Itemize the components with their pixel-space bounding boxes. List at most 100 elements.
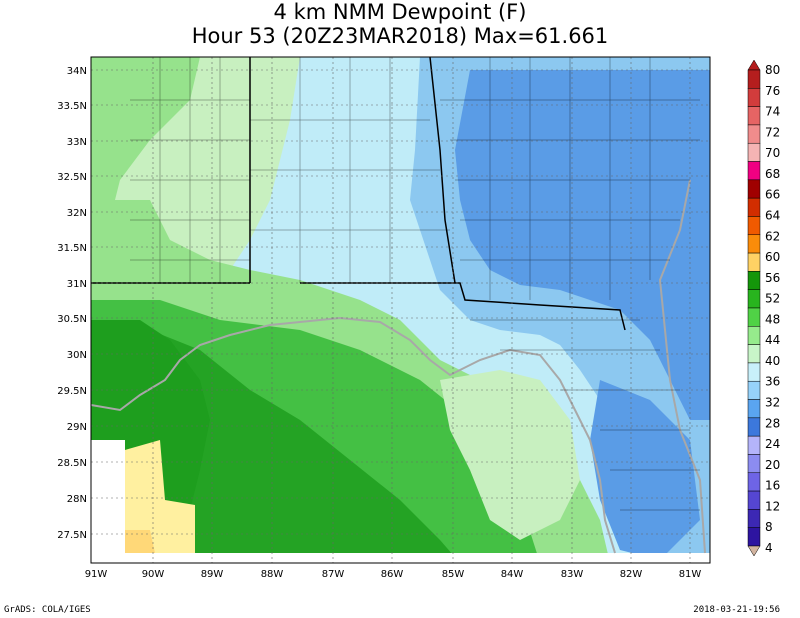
colorbar-bottom-arrow (747, 545, 761, 557)
colorbar-label: 68 (765, 167, 780, 181)
colorbar-label: 70 (765, 146, 780, 160)
colorbar-swatch (747, 509, 761, 528)
colorbar-swatch (747, 142, 761, 162)
lat-label: 31N (67, 279, 87, 290)
colorbar-swatch (747, 417, 761, 437)
colorbar-label: 60 (765, 250, 780, 264)
chart-title-line1: 4 km NMM Dewpoint (F) (273, 0, 527, 24)
colorbar-labels: 8076747270686664626056524844403632282420… (765, 63, 780, 555)
chart-title-line2: Hour 53 (20Z23MAR2018) Max=61.661 (191, 24, 609, 48)
colorbar-label: 66 (765, 188, 780, 202)
colorbar-label: 62 (765, 229, 780, 243)
colorbar-label: 64 (765, 208, 780, 222)
lon-label: 89W (201, 569, 224, 580)
colorbar-top-arrow (747, 59, 761, 71)
lat-label: 33N (67, 137, 87, 148)
colorbar-label: 24 (765, 437, 780, 451)
colorbar-swatch (747, 326, 761, 345)
lon-label: 88W (261, 569, 284, 580)
lat-label: 29N (67, 422, 87, 433)
lat-label: 33.5N (57, 101, 87, 112)
lat-label: 32.5N (57, 172, 87, 183)
lat-label: 29.5N (57, 386, 87, 397)
colorbar-label: 20 (765, 458, 780, 472)
no-data-west (91, 440, 125, 563)
colorbar-label: 48 (765, 312, 780, 326)
colorbar-label: 28 (765, 416, 780, 430)
colorbar-label: 56 (765, 271, 780, 285)
colorbar-swatch (747, 161, 761, 181)
lon-label: 91W (85, 569, 108, 580)
colorbar-swatch (747, 344, 761, 364)
lon-label: 82W (620, 569, 643, 580)
colorbar-swatch (747, 399, 761, 419)
colorbar-label: 32 (765, 396, 780, 410)
border-al-ga (429, 57, 456, 284)
lon-label: 87W (322, 569, 345, 580)
lon-label: 86W (381, 569, 404, 580)
colorbar-swatch (747, 179, 761, 199)
lat-label: 28.5N (57, 458, 87, 469)
colorbar-swatch (747, 454, 761, 474)
colorbar-label: 36 (765, 375, 780, 389)
footer-credit: GrADS: COLA/IGES (4, 605, 91, 615)
colorbar-swatch (747, 216, 761, 236)
colorbar-swatch (747, 435, 761, 455)
colorbar-swatch (747, 88, 761, 107)
lon-axis-labels: 91W 90W 89W 88W 87W 86W 85W 84W 83W 82W 81W (85, 569, 702, 580)
lon-label: 85W (442, 569, 465, 580)
gulf-coastline (91, 316, 616, 554)
colorbar-swatch (747, 252, 761, 272)
lon-label: 84W (501, 569, 524, 580)
colorbar-label: 12 (765, 499, 780, 513)
colorbar-swatch (747, 234, 761, 254)
colorbar-swatch (747, 69, 761, 89)
light-green-nw (91, 57, 200, 240)
colorbar-label: 16 (765, 479, 780, 493)
gulf-pale (440, 370, 580, 540)
colorbar-swatch (747, 490, 761, 510)
colorbar-swatch (747, 124, 761, 144)
colorbar-swatch (747, 197, 761, 217)
lat-label: 32N (67, 208, 87, 219)
colorbar-label: 4 (765, 541, 773, 555)
atlantic-coastline (658, 179, 706, 554)
gulf-orange-patch (125, 530, 155, 553)
no-data-strip (91, 553, 710, 563)
map-field (91, 57, 710, 563)
colorbar-swatch (747, 289, 761, 309)
lat-label: 34N (67, 66, 87, 77)
colorbar-swatch (747, 271, 761, 290)
lat-label: 30.5N (57, 314, 87, 325)
colorbar-label: 44 (765, 333, 780, 347)
colorbar-swatch (747, 307, 761, 327)
colorbar-swatch (747, 362, 761, 382)
footer-timestamp: 2018-03-21-19:56 (693, 605, 780, 615)
lon-label: 90W (142, 569, 165, 580)
lat-label: 27.5N (57, 530, 87, 541)
colorbar-swatch (747, 472, 761, 492)
colorbar-label: 52 (765, 292, 780, 306)
border-al-fl-ga (300, 282, 626, 331)
lat-axis-labels: 34N 33.5N 33N 32.5N 32N 31.5N 31N 30.5N 30N 29.5N… (57, 66, 87, 541)
lat-label: 28N (67, 494, 87, 505)
colorbar-swatch (747, 527, 761, 547)
lat-label: 30N (67, 350, 87, 361)
colorbar-label: 72 (765, 125, 780, 139)
lon-label: 81W (679, 569, 702, 580)
colorbar (747, 59, 761, 557)
colorbar-swatch (747, 380, 761, 400)
blue-region (455, 70, 710, 420)
lon-label: 83W (561, 569, 584, 580)
map-frame (90, 56, 711, 564)
colorbar-label: 76 (765, 84, 780, 98)
gulf-yellow-patch (125, 440, 195, 553)
colorbar-label: 74 (765, 105, 780, 119)
colorbar-swatch (747, 106, 761, 126)
lat-label: 31.5N (57, 243, 87, 254)
colorbar-label: 8 (765, 520, 773, 534)
colorbar-label: 80 (765, 63, 780, 77)
colorbar-label: 40 (765, 354, 780, 368)
county-lines (130, 57, 700, 511)
